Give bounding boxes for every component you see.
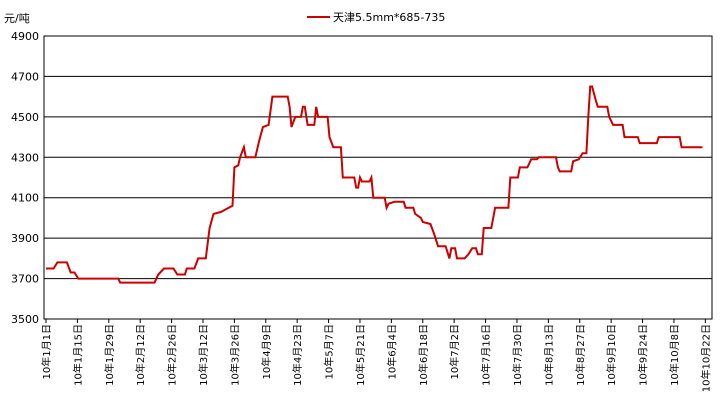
legend-label: 天津5.5mm*685-735	[333, 11, 445, 24]
series-group	[46, 85, 703, 284]
x-tick-label: 10年1月15日	[71, 324, 84, 386]
x-axis-ticks: 10年1月1日 10年1月15日 10年1月29日 10年2月12日 10年2月26日 1…	[40, 319, 712, 392]
x-tick-label: 10年5月21日	[354, 324, 367, 386]
x-tick-label: 10年9月24日	[637, 324, 650, 386]
x-tick-label: 10年1月29日	[103, 324, 116, 386]
y-axis-ticks: 3500 3700 3900 4100 4300 4500 4700 4900	[11, 30, 39, 326]
y-tick-label: 4900	[11, 30, 39, 43]
x-tick-label: 10年4月9日	[260, 324, 273, 379]
x-tick-label: 10年6月18日	[417, 324, 430, 386]
y-tick-label: 4300	[11, 151, 39, 164]
x-tick-label: 10年7月30日	[511, 324, 524, 386]
x-tick-label: 10年8月13日	[542, 324, 555, 386]
series-line-0	[46, 85, 703, 284]
x-tick-label: 10年7月16日	[480, 324, 493, 386]
y-tick-label: 3500	[11, 313, 39, 326]
x-tick-label: 10年3月26日	[228, 324, 241, 386]
gridlines	[44, 75, 712, 280]
x-tick-label: 10年1月1日	[40, 324, 53, 379]
plot-area	[43, 35, 713, 320]
x-tick-label: 10年9月10日	[605, 324, 618, 386]
y-tick-label: 4500	[11, 111, 39, 124]
y-tick-label: 4100	[11, 192, 39, 205]
x-tick-label: 10年4月23日	[291, 324, 304, 386]
y-tick-label: 4700	[11, 70, 39, 83]
x-tick-label: 10年6月4日	[385, 324, 398, 379]
legend: 天津5.5mm*685-735	[307, 11, 445, 24]
x-tick-label: 10年2月12日	[134, 324, 147, 386]
y-tick-label: 3700	[11, 273, 39, 286]
x-tick-label: 10年5月7日	[323, 324, 336, 379]
x-tick-label: 10年2月26日	[166, 324, 179, 386]
x-tick-label: 10年10月22日	[699, 324, 712, 392]
x-tick-label: 10年3月12日	[197, 324, 210, 386]
x-tick-label: 10年7月2日	[448, 324, 461, 379]
y-tick-label: 3900	[11, 232, 39, 245]
x-tick-label: 10年8月27日	[574, 324, 587, 386]
x-tick-label: 10年10月8日	[668, 324, 681, 386]
y-axis-unit-label: 元/吨	[4, 12, 30, 25]
